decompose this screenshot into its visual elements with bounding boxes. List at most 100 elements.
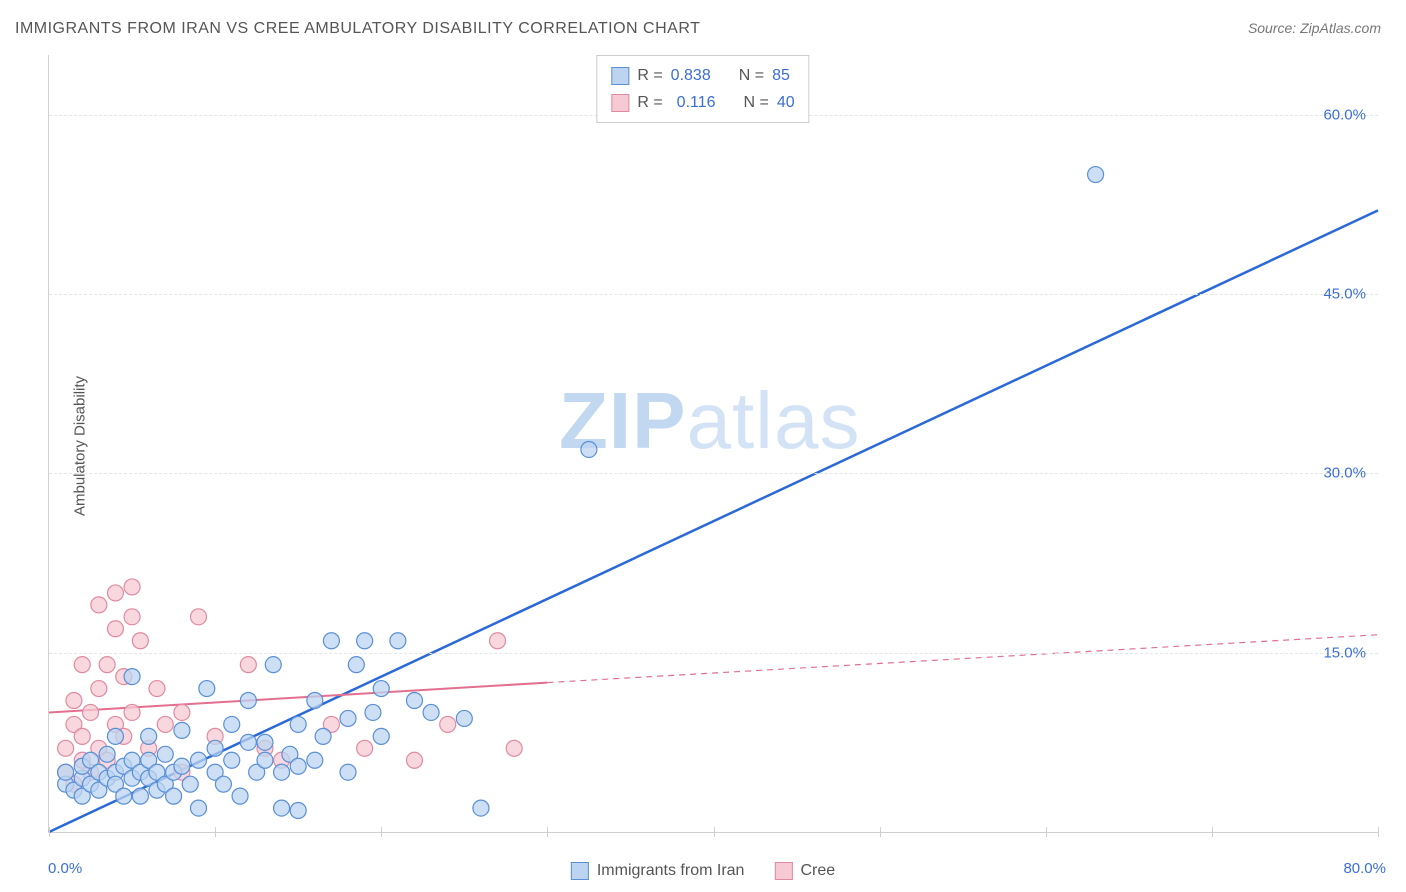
data-point-iran: [323, 633, 339, 649]
data-point-iran: [240, 693, 256, 709]
r-value-cree: 0.116: [677, 89, 716, 116]
plot-area: ZIPatlas 15.0%30.0%45.0%60.0%: [48, 55, 1378, 833]
data-point-iran: [157, 746, 173, 762]
data-point-cree: [124, 609, 140, 625]
data-point-iran: [182, 776, 198, 792]
r-value-iran: 0.838: [671, 62, 711, 89]
gridline: [49, 473, 1378, 474]
data-point-iran: [199, 681, 215, 697]
data-point-cree: [132, 633, 148, 649]
data-point-iran: [174, 722, 190, 738]
legend-row-iran: R = 0.838 N = 85: [611, 62, 794, 89]
data-point-iran: [365, 704, 381, 720]
data-point-cree: [406, 752, 422, 768]
data-point-iran: [132, 788, 148, 804]
data-point-cree: [83, 704, 99, 720]
data-point-iran: [473, 800, 489, 816]
n-value-iran: 85: [772, 62, 790, 89]
data-point-iran: [124, 669, 140, 685]
r-label: R =: [637, 89, 662, 116]
data-point-iran: [340, 764, 356, 780]
x-tick: [880, 827, 881, 837]
source-link[interactable]: ZipAtlas.com: [1300, 20, 1381, 36]
data-point-iran: [290, 802, 306, 818]
data-point-cree: [107, 585, 123, 601]
y-tick-label: 45.0%: [1323, 286, 1366, 303]
data-point-cree: [66, 693, 82, 709]
x-tick: [49, 827, 50, 837]
data-point-iran: [307, 752, 323, 768]
data-point-iran: [348, 657, 364, 673]
data-point-cree: [74, 728, 90, 744]
data-point-iran: [1088, 167, 1104, 183]
x-axis-min-label: 0.0%: [48, 860, 82, 877]
data-point-iran: [58, 764, 74, 780]
x-tick: [547, 827, 548, 837]
data-point-iran: [357, 633, 373, 649]
data-point-iran: [373, 681, 389, 697]
n-label: N =: [739, 62, 764, 89]
data-point-iran: [191, 752, 207, 768]
chart-title: IMMIGRANTS FROM IRAN VS CREE AMBULATORY …: [15, 20, 700, 38]
data-point-iran: [174, 758, 190, 774]
data-point-iran: [232, 788, 248, 804]
data-point-cree: [74, 657, 90, 673]
data-point-cree: [107, 621, 123, 637]
correlation-legend: R = 0.838 N = 85 R = 0.116 N = 40: [596, 55, 809, 123]
y-tick-label: 15.0%: [1323, 644, 1366, 661]
data-point-cree: [149, 681, 165, 697]
legend-item-cree: Cree: [774, 862, 835, 880]
gridline: [49, 294, 1378, 295]
legend-item-iran: Immigrants from Iran: [571, 862, 745, 880]
legend-row-cree: R = 0.116 N = 40: [611, 89, 794, 116]
n-label: N =: [744, 89, 769, 116]
trend-line-cree-dash: [547, 635, 1378, 683]
x-tick: [714, 827, 715, 837]
data-point-iran: [116, 788, 132, 804]
data-point-iran: [257, 734, 273, 750]
n-value-cree: 40: [777, 89, 795, 116]
data-point-cree: [91, 681, 107, 697]
data-point-cree: [440, 716, 456, 732]
gridline: [49, 653, 1378, 654]
data-point-cree: [191, 609, 207, 625]
data-point-iran: [99, 746, 115, 762]
data-point-iran: [373, 728, 389, 744]
data-point-iran: [207, 740, 223, 756]
data-point-iran: [191, 800, 207, 816]
data-point-iran: [215, 776, 231, 792]
x-axis-max-label: 80.0%: [1343, 860, 1386, 877]
data-point-cree: [174, 704, 190, 720]
data-point-iran: [406, 693, 422, 709]
swatch-pink-icon: [611, 94, 629, 112]
data-point-iran: [107, 728, 123, 744]
data-point-cree: [357, 740, 373, 756]
data-point-iran: [340, 710, 356, 726]
series-legend: Immigrants from Iran Cree: [571, 862, 835, 880]
x-tick: [1046, 827, 1047, 837]
swatch-blue-icon: [571, 862, 589, 880]
trend-line-cree: [49, 683, 547, 713]
data-point-iran: [423, 704, 439, 720]
swatch-blue-icon: [611, 67, 629, 85]
data-point-iran: [240, 734, 256, 750]
x-tick: [381, 827, 382, 837]
legend-label-iran: Immigrants from Iran: [597, 862, 745, 880]
data-point-cree: [58, 740, 74, 756]
source-attribution: Source: ZipAtlas.com: [1248, 20, 1381, 36]
legend-label-cree: Cree: [800, 862, 835, 880]
data-point-iran: [224, 752, 240, 768]
data-point-iran: [290, 716, 306, 732]
data-point-iran: [224, 716, 240, 732]
data-point-iran: [315, 728, 331, 744]
data-point-iran: [290, 758, 306, 774]
data-point-iran: [581, 441, 597, 457]
data-point-iran: [166, 788, 182, 804]
x-tick: [215, 827, 216, 837]
data-point-cree: [99, 657, 115, 673]
source-prefix: Source:: [1248, 20, 1300, 36]
data-point-cree: [124, 579, 140, 595]
r-label: R =: [637, 62, 662, 89]
x-tick: [1378, 827, 1379, 837]
data-point-iran: [265, 657, 281, 673]
